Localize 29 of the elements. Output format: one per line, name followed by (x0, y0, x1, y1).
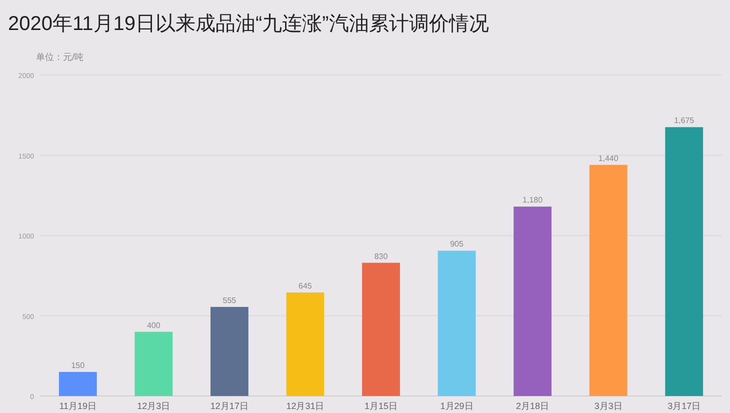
x-tick-label: 1月29日 (440, 401, 474, 411)
x-tick-label: 3月17日 (668, 401, 701, 411)
data-label: 555 (222, 296, 237, 305)
x-tick-label: 1月15日 (364, 401, 398, 411)
data-label: 1,180 (522, 196, 544, 205)
data-label: 905 (450, 240, 464, 249)
x-tick-label: 12月3日 (137, 401, 170, 411)
bar (514, 206, 552, 396)
x-tick-label: 12月31日 (286, 401, 324, 411)
x-tick-label: 3月3日 (594, 401, 622, 411)
bar (210, 306, 248, 396)
bar (589, 164, 628, 396)
data-label: 645 (298, 281, 312, 290)
data-label: 150 (71, 360, 86, 370)
bar (665, 127, 704, 396)
bar (438, 250, 476, 396)
bar (286, 292, 324, 396)
x-tick-label: 12月17日 (210, 401, 248, 411)
data-label: 400 (146, 320, 161, 330)
bar (134, 332, 173, 396)
chart-subtitle: 单位：元/吨 (36, 52, 84, 62)
chart-title: 2020年11月19日以来成品油“九连涨”汽油累计调价情况 (8, 13, 489, 35)
bar (58, 372, 97, 396)
data-label: 1,440 (598, 154, 619, 163)
data-label: 1,675 (674, 116, 695, 126)
data-label: 830 (374, 252, 388, 261)
x-tick-label: 11月19日 (59, 401, 97, 411)
bar (362, 262, 400, 396)
x-tick-label: 2月18日 (516, 401, 550, 411)
